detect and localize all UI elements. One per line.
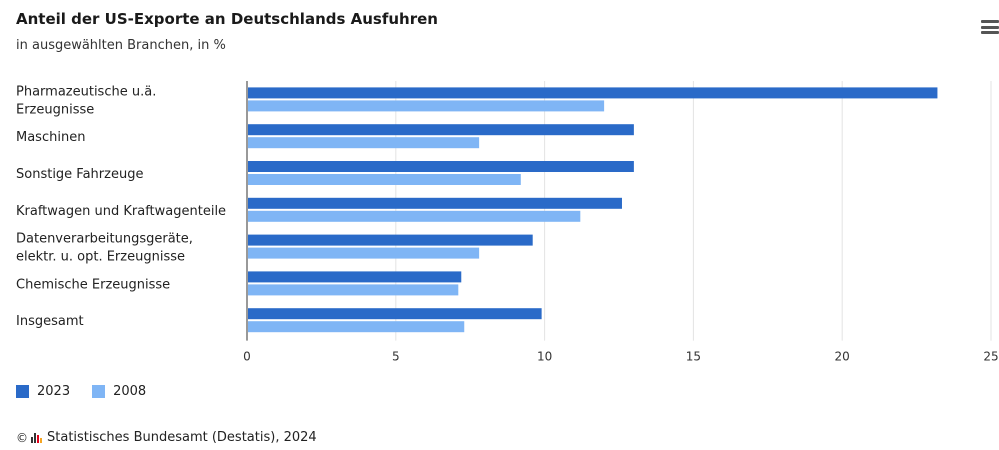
chart-legend: 2023 2008 [16,384,146,399]
bar-2023-5 [248,271,462,283]
category-label: Insgesamt [16,314,84,329]
legend-swatch-2008 [92,385,106,398]
category-label: Sonstige Fahrzeuge [16,167,143,182]
bar-2008-1 [248,137,480,149]
category-label: Chemische Erzeugnisse [16,277,170,292]
bar-2023-4 [248,234,533,246]
x-tick-label: 15 [686,350,701,364]
category-label: Pharmazeutische u.ä. [16,84,156,99]
x-tick-label: 10 [537,350,552,364]
chart-title: Anteil der US-Exporte an Deutschlands Au… [16,10,438,28]
bar-2008-3 [248,210,581,222]
copyright-icon: © [16,430,28,445]
legend-label-2008: 2008 [113,384,147,399]
hamburger-menu-icon[interactable] [981,20,999,34]
chart-subtitle: in ausgewählten Branchen, in % [16,38,226,53]
legend-item-2008[interactable]: 2008 [92,384,146,399]
category-label: Kraftwagen und Kraftwagenteile [16,204,226,219]
x-tick-label: 0 [243,350,251,364]
bar-2023-0 [248,87,938,99]
bar-2023-3 [248,197,622,209]
category-label: Datenverarbeitungsgeräte, [16,232,193,247]
bar-2023-6 [248,308,542,320]
bar-2008-4 [248,247,480,259]
bar-2023-2 [248,161,634,172]
source-footer: © Statistisches Bundesamt (Destatis), 20… [16,430,317,445]
category-label: Maschinen [16,130,85,145]
destatis-logo-icon [31,432,42,443]
bar-2023-1 [248,124,634,136]
bar-2008-0 [248,100,605,112]
x-tick-label: 25 [983,350,998,364]
legend-label-2023: 2023 [37,384,71,399]
bar-2008-6 [248,321,465,333]
bar-chart: 0 5 10 15 20 25 Pharmazeutische u.ä. Erzeugniss… [16,81,999,364]
source-text: Statistisches Bundesamt (Destatis), 2024 [47,430,317,445]
category-label: Erzeugnisse [16,102,94,117]
legend-item-2023[interactable]: 2023 [16,384,70,399]
bar-2008-2 [248,174,521,185]
bar-2008-5 [248,284,459,296]
legend-swatch-2023 [16,385,29,398]
x-tick-label: 5 [392,350,400,364]
x-tick-label: 20 [835,350,850,364]
category-label: elektr. u. opt. Erzeugnisse [16,250,185,265]
